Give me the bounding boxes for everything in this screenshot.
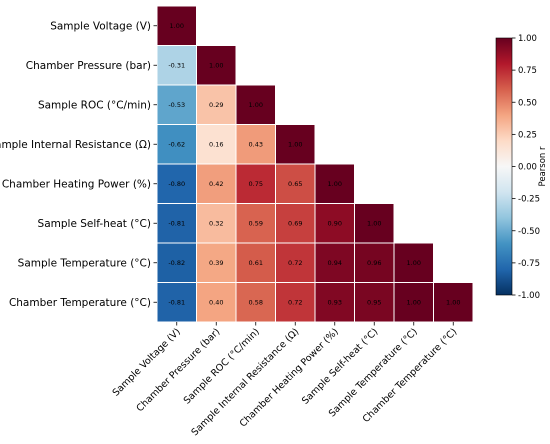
cell-value-label: 1.00 — [407, 299, 421, 307]
heatmap-cell — [156, 45, 197, 86]
colorbar-tick-label: 0.00 — [518, 163, 537, 173]
heatmap-cell — [393, 242, 434, 283]
heatmap-cell — [196, 124, 237, 165]
colorbar-tick-label: -0.75 — [518, 259, 540, 269]
colorbar-gradient — [495, 37, 513, 296]
cell-value-label: 0.65 — [288, 180, 302, 188]
y-tick-label: Sample Temperature (°C) — [18, 258, 151, 270]
y-tick-label: Chamber Temperature (°C) — [9, 297, 151, 309]
heatmap-cell — [433, 282, 474, 323]
cell-value-label: 0.29 — [209, 101, 223, 109]
heatmap-cell — [196, 203, 237, 244]
cell-value-label: 0.90 — [328, 220, 342, 228]
colorbar-label: Pearson r — [538, 146, 548, 186]
y-tick-label: Chamber Heating Power (%) — [2, 179, 151, 191]
colorbar-tick-label: -1.00 — [518, 291, 540, 301]
cell-value-label: 1.00 — [249, 101, 263, 109]
y-tick-label: Sample Internal Resistance (Ω) — [0, 139, 151, 151]
heatmap-cell — [275, 163, 316, 204]
cell-value-label: 1.00 — [367, 220, 381, 228]
heatmap-cell — [235, 84, 276, 125]
cell-value-label: -0.31 — [168, 62, 185, 70]
heatmap-cells: 1.00 -0.31 1.00 -0.53 0.29 1.00 -0.62 0.16 0.43 1… — [156, 5, 474, 323]
heatmap-cell — [196, 242, 237, 283]
heatmap-cell — [275, 124, 316, 165]
heatmap-cell — [354, 203, 395, 244]
colorbar-tick-label: 0.25 — [518, 130, 537, 140]
cell-value-label: 0.16 — [209, 141, 223, 149]
x-tick-label: Sample Self-heat (°C) — [300, 326, 380, 406]
cell-value-label: -0.62 — [168, 141, 185, 149]
cell-value-label: 0.32 — [209, 220, 223, 228]
y-tick-label: Sample Self-heat (°C) — [38, 218, 151, 230]
y-axis-labels: Sample Voltage (V) Chamber Pressure (bar)… — [0, 21, 157, 309]
cell-value-label: 1.00 — [328, 180, 342, 188]
x-tick-label: Sample ROC (°C/min) — [182, 326, 262, 406]
colorbar-tick-label: -0.50 — [518, 227, 540, 237]
heatmap-cell — [235, 282, 276, 323]
heatmap-cell — [156, 242, 197, 283]
cell-value-label: 0.42 — [209, 180, 223, 188]
cell-value-label: 0.94 — [328, 259, 342, 267]
colorbar-tick-label: 0.50 — [518, 98, 537, 108]
heatmap-cell — [275, 203, 316, 244]
heatmap-cell — [354, 242, 395, 283]
cell-value-label: 0.96 — [367, 259, 381, 267]
cell-value-label: 0.69 — [288, 220, 302, 228]
cell-value-label: 1.00 — [170, 22, 184, 30]
cell-value-label: 0.39 — [209, 259, 223, 267]
y-tick-label: Sample ROC (°C/min) — [38, 100, 151, 112]
cell-value-label: -0.82 — [168, 259, 185, 267]
y-tick-label: Sample Voltage (V) — [50, 21, 151, 33]
colorbar-tick-label: 0.75 — [518, 66, 537, 76]
heatmap-cell — [235, 203, 276, 244]
colorbar-tick-label: 1.00 — [518, 34, 537, 44]
cell-value-label: 0.61 — [249, 259, 263, 267]
heatmap-cell — [156, 282, 197, 323]
cell-value-label: 0.75 — [249, 180, 263, 188]
cell-value-label: -0.81 — [168, 299, 185, 307]
cell-value-label: 0.95 — [367, 299, 381, 307]
cell-value-label: 1.00 — [446, 299, 460, 307]
cell-value-label: 1.00 — [288, 141, 302, 149]
cell-value-label: 0.72 — [288, 259, 302, 267]
cell-value-label: 0.72 — [288, 299, 302, 307]
cell-value-label: -0.80 — [168, 180, 185, 188]
y-tick-label: Chamber Pressure (bar) — [26, 60, 151, 72]
colorbar-tick-label: -0.25 — [518, 195, 540, 205]
heatmap-cell — [196, 163, 237, 204]
cell-value-label: 0.40 — [209, 299, 223, 307]
cell-value-label: 1.00 — [407, 259, 421, 267]
colorbar: -1.00 -0.75 -0.50 -0.25 0.00 0.25 0.50 0.75 1.00… — [495, 34, 548, 301]
cell-value-label: -0.53 — [168, 101, 185, 109]
x-tick-label: Sample Voltage (V) — [111, 326, 183, 398]
cell-value-label: 0.93 — [328, 299, 342, 307]
cell-value-label: 0.59 — [249, 220, 263, 228]
cell-value-label: 0.43 — [249, 141, 263, 149]
heatmap-cell — [314, 203, 355, 244]
cell-value-label: 0.58 — [249, 299, 263, 307]
cell-value-label: 1.00 — [209, 62, 223, 70]
x-axis-labels: Sample Voltage (V)Chamber Pressure (bar)… — [111, 322, 459, 438]
cell-value-label: -0.81 — [168, 220, 185, 228]
